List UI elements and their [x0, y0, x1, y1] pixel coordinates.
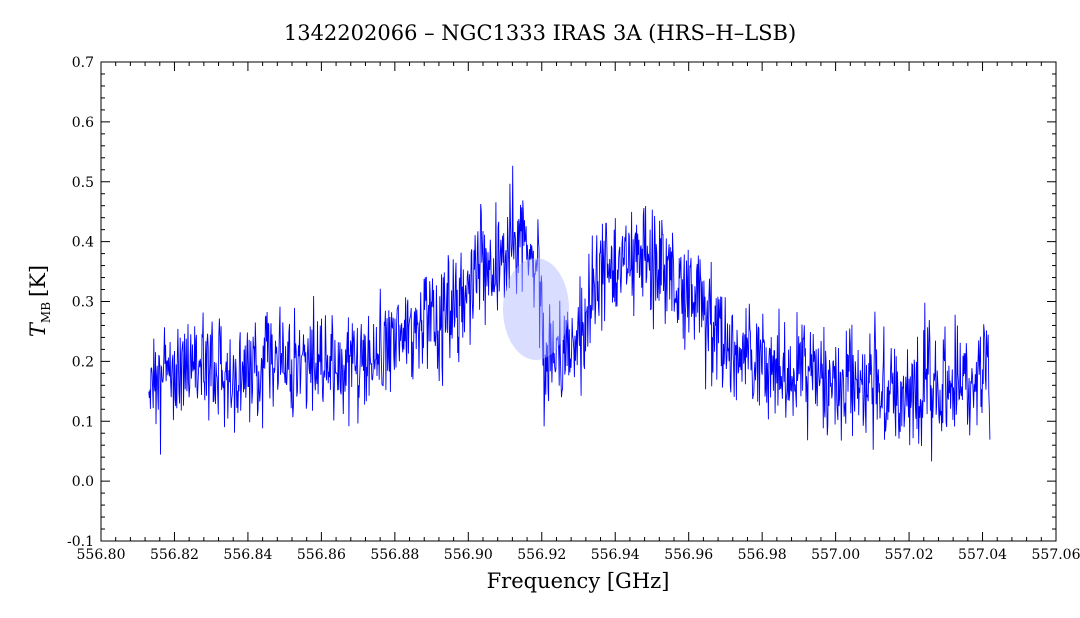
x-tick-label: 557.04	[958, 547, 1007, 563]
x-axis-label: Frequency [GHz]	[487, 569, 670, 593]
y-tick-label: 0.5	[72, 175, 94, 191]
x-tick-label: 556.84	[223, 547, 272, 563]
y-tick-label: 0.4	[72, 235, 94, 251]
x-tick-label: 556.98	[738, 547, 787, 563]
x-tick-label: 556.80	[77, 547, 126, 563]
y-tick-label: 0.2	[72, 354, 94, 370]
y-axis-label-subscript: MB	[39, 302, 53, 323]
y-tick-label: 0.7	[72, 55, 94, 71]
y-axis-label-symbol: T	[26, 321, 50, 337]
x-tick-label: 556.88	[370, 547, 419, 563]
watermark-logo	[503, 258, 569, 360]
x-tick-label: 557.02	[885, 547, 934, 563]
y-tick-label: 0.6	[72, 115, 94, 131]
chart-title: 1342202066 – NGC1333 IRAS 3A (HRS–H–LSB)	[284, 21, 796, 45]
x-tick-label: 557.00	[811, 547, 860, 563]
plot-frame	[100, 61, 1057, 542]
x-tick-label: 557.06	[1032, 547, 1080, 563]
y-tick-label: 0.0	[72, 474, 94, 490]
series-layer	[148, 165, 991, 462]
y-axis-ticks: -0.1 0.0 0.1 0.2 0.3 0.4 0.5 0.6 0.7	[67, 55, 1056, 550]
x-tick-label: 556.86	[297, 547, 346, 563]
x-tick-label: 556.92	[517, 547, 566, 563]
x-axis-ticks: 556.80 556.82 556.84 556.86 556.88 556.90 556.…	[77, 62, 1080, 563]
y-axis-label: TMB [K]	[26, 265, 53, 337]
y-tick-label: 0.3	[72, 295, 94, 311]
x-tick-label: 556.94	[591, 547, 640, 563]
y-tick-label: 0.1	[72, 414, 94, 430]
y-axis-label-unit: [K]	[26, 265, 50, 297]
x-tick-label: 556.82	[150, 547, 199, 563]
spectrum-series-0	[148, 165, 991, 462]
y-tick-label: -0.1	[67, 534, 94, 550]
x-tick-label: 556.96	[664, 547, 713, 563]
x-tick-label: 556.90	[444, 547, 493, 563]
